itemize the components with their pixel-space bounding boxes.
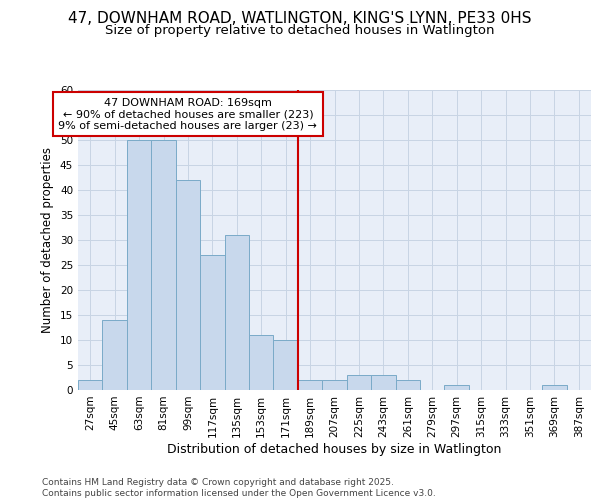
Bar [322,380,347,390]
Bar [445,385,469,390]
Text: Size of property relative to detached houses in Watlington: Size of property relative to detached ho… [105,24,495,37]
Bar [371,375,395,390]
Bar [274,340,298,390]
Bar [176,180,200,390]
Y-axis label: Number of detached properties: Number of detached properties [41,147,55,333]
Bar [151,140,176,390]
Text: Contains HM Land Registry data © Crown copyright and database right 2025.
Contai: Contains HM Land Registry data © Crown c… [42,478,436,498]
Bar [78,380,103,390]
Bar [249,335,274,390]
Text: 47 DOWNHAM ROAD: 169sqm
← 90% of detached houses are smaller (223)
9% of semi-de: 47 DOWNHAM ROAD: 169sqm ← 90% of detache… [58,98,317,130]
Bar [200,255,224,390]
Bar [103,320,127,390]
X-axis label: Distribution of detached houses by size in Watlington: Distribution of detached houses by size … [167,442,502,456]
Bar [127,140,151,390]
Bar [224,235,249,390]
Bar [298,380,322,390]
Text: 47, DOWNHAM ROAD, WATLINGTON, KING'S LYNN, PE33 0HS: 47, DOWNHAM ROAD, WATLINGTON, KING'S LYN… [68,11,532,26]
Bar [542,385,566,390]
Bar [395,380,420,390]
Bar [347,375,371,390]
